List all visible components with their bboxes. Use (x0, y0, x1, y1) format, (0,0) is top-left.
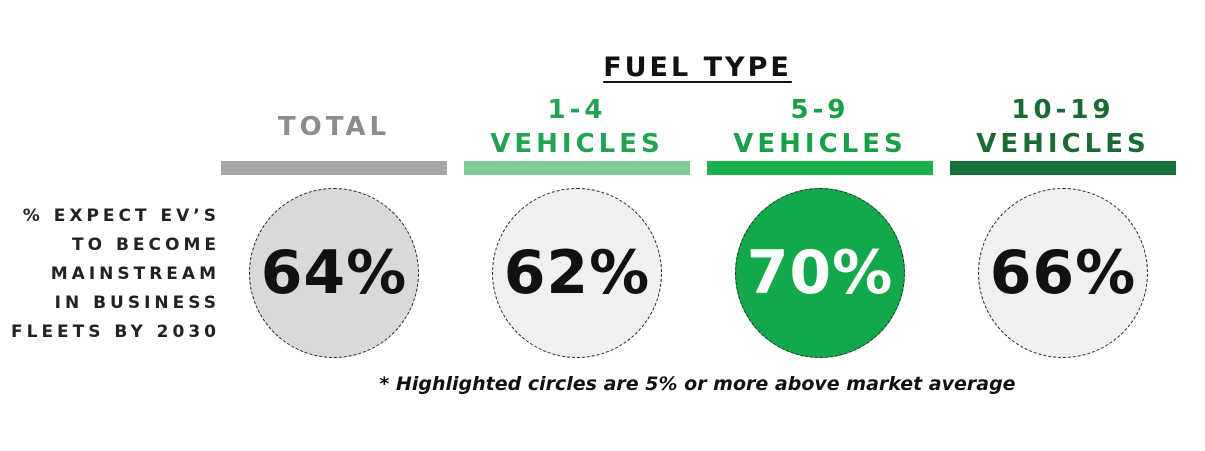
category-column: 10-19 VEHICLES 66% (950, 92, 1176, 358)
category-label: 10-19 VEHICLES (950, 92, 1176, 162)
category-bar (221, 161, 447, 175)
value-circle: 70% (735, 188, 905, 358)
value-circle: 64% (249, 188, 419, 358)
category-label: 5-9 VEHICLES (707, 92, 933, 162)
row-label-line: % EXPECT EV’S (22, 206, 220, 226)
category-label-line: TOTAL (277, 112, 391, 142)
row-label: % EXPECT EV’S TO BECOME MAINSTREAM IN BU… (0, 202, 220, 347)
category-label-line: 1-4 (547, 95, 607, 125)
category-label-line: 10-19 (1011, 95, 1115, 125)
row-label-line: TO BECOME (72, 235, 220, 255)
category-label-line: VEHICLES (733, 129, 907, 159)
row-label-line: IN BUSINESS (54, 293, 220, 313)
category-column: 5-9 VEHICLES 70% (707, 92, 933, 358)
row-label-line: FLEETS BY 2030 (11, 322, 220, 342)
category-bar (950, 161, 1176, 175)
footnote: * Highlighted circles are 5% or more abo… (379, 373, 1016, 395)
category-label: 1-4 VEHICLES (464, 92, 690, 162)
category-label: TOTAL (221, 92, 447, 162)
category-bar (464, 161, 690, 175)
value-circle: 66% (978, 188, 1148, 358)
row-label-line: MAINSTREAM (50, 264, 220, 284)
category-label-line: 5-9 (790, 95, 850, 125)
category-column: 1-4 VEHICLES 62% (464, 92, 690, 358)
category-label-line: VEHICLES (976, 129, 1150, 159)
category-bar (707, 161, 933, 175)
category-label-line: VEHICLES (490, 129, 664, 159)
chart-title: FUEL TYPE (603, 52, 792, 83)
category-column: TOTAL 64% (221, 92, 447, 358)
value-circle: 62% (492, 188, 662, 358)
